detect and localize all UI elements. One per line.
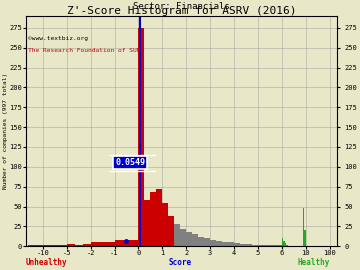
Bar — [162, 202, 168, 246]
Bar — [210, 240, 216, 246]
Bar — [114, 240, 139, 246]
Text: Score: Score — [168, 258, 192, 267]
Bar — [139, 28, 144, 246]
Bar — [303, 208, 304, 246]
Bar — [75, 245, 83, 246]
Bar — [83, 244, 91, 246]
Text: Sector: Financials: Sector: Financials — [133, 2, 230, 11]
Bar — [38, 245, 43, 246]
Bar — [216, 241, 222, 246]
Text: ©www.textbiz.org: ©www.textbiz.org — [28, 36, 89, 41]
Y-axis label: Number of companies (997 total): Number of companies (997 total) — [3, 73, 8, 189]
Bar — [286, 245, 288, 246]
Bar — [67, 244, 75, 246]
Bar — [52, 245, 57, 246]
Bar — [174, 224, 180, 246]
Bar — [222, 242, 228, 246]
Bar — [304, 230, 306, 246]
Bar — [156, 189, 162, 246]
Bar — [180, 229, 186, 246]
Bar — [228, 242, 234, 246]
Bar — [252, 245, 258, 246]
Bar — [270, 245, 276, 246]
Title: Z'-Score Histogram for ASRV (2016): Z'-Score Histogram for ASRV (2016) — [67, 6, 296, 16]
Bar — [57, 245, 62, 246]
Bar — [192, 234, 198, 246]
Bar — [150, 192, 156, 246]
Bar — [43, 245, 48, 246]
Bar — [234, 243, 240, 246]
Bar — [62, 245, 67, 246]
Text: Healthy: Healthy — [297, 258, 329, 267]
Bar — [276, 245, 282, 246]
Bar — [48, 245, 52, 246]
Bar — [240, 244, 246, 246]
Text: Unhealthy: Unhealthy — [26, 258, 68, 267]
Bar — [144, 200, 150, 246]
Bar — [258, 245, 264, 246]
Bar — [285, 243, 286, 246]
Bar — [283, 241, 285, 246]
Bar — [198, 237, 204, 246]
Bar — [33, 245, 38, 246]
Bar — [246, 244, 252, 246]
Text: 0.0549: 0.0549 — [115, 158, 145, 167]
Bar — [168, 216, 174, 246]
Bar — [264, 245, 270, 246]
Bar — [186, 232, 192, 246]
Text: The Research Foundation of SUNY: The Research Foundation of SUNY — [28, 48, 145, 53]
Bar — [204, 238, 210, 246]
Bar — [91, 242, 114, 246]
Bar — [28, 245, 33, 246]
Bar — [282, 238, 283, 246]
